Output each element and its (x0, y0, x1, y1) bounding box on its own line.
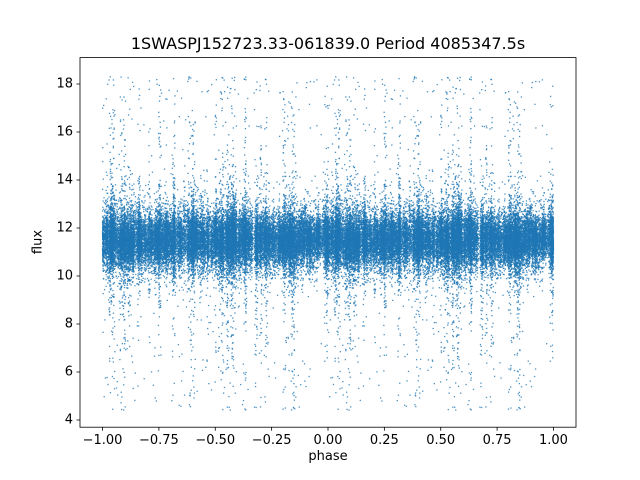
x-tick-label: −0.50 (195, 433, 236, 449)
y-tick-label: 8 (64, 316, 73, 332)
y-axis-label: flux (30, 229, 46, 255)
y-tick-label: 16 (56, 124, 73, 140)
y-tick-label: 12 (56, 220, 73, 236)
y-tick-label: 10 (56, 268, 73, 284)
y-tick-label: 18 (56, 76, 73, 92)
x-tick-label: 0.00 (313, 433, 343, 449)
x-tick-label: 0.75 (482, 433, 512, 449)
x-tick-label: 0.50 (426, 433, 456, 449)
y-tick-label: 4 (64, 412, 73, 428)
x-tick-label: −0.25 (251, 433, 292, 449)
y-tick-label: 14 (56, 172, 73, 188)
x-tick-label: 1.00 (538, 433, 568, 449)
x-tick-label: −0.75 (138, 433, 179, 449)
x-tick-label: 0.25 (369, 433, 399, 449)
x-tick-label: −1.00 (82, 433, 123, 449)
x-axis-label: phase (308, 449, 348, 464)
chart-title: 1SWASPJ152723.33-061839.0 Period 4085347… (130, 34, 526, 53)
y-tick-label: 6 (64, 364, 73, 380)
